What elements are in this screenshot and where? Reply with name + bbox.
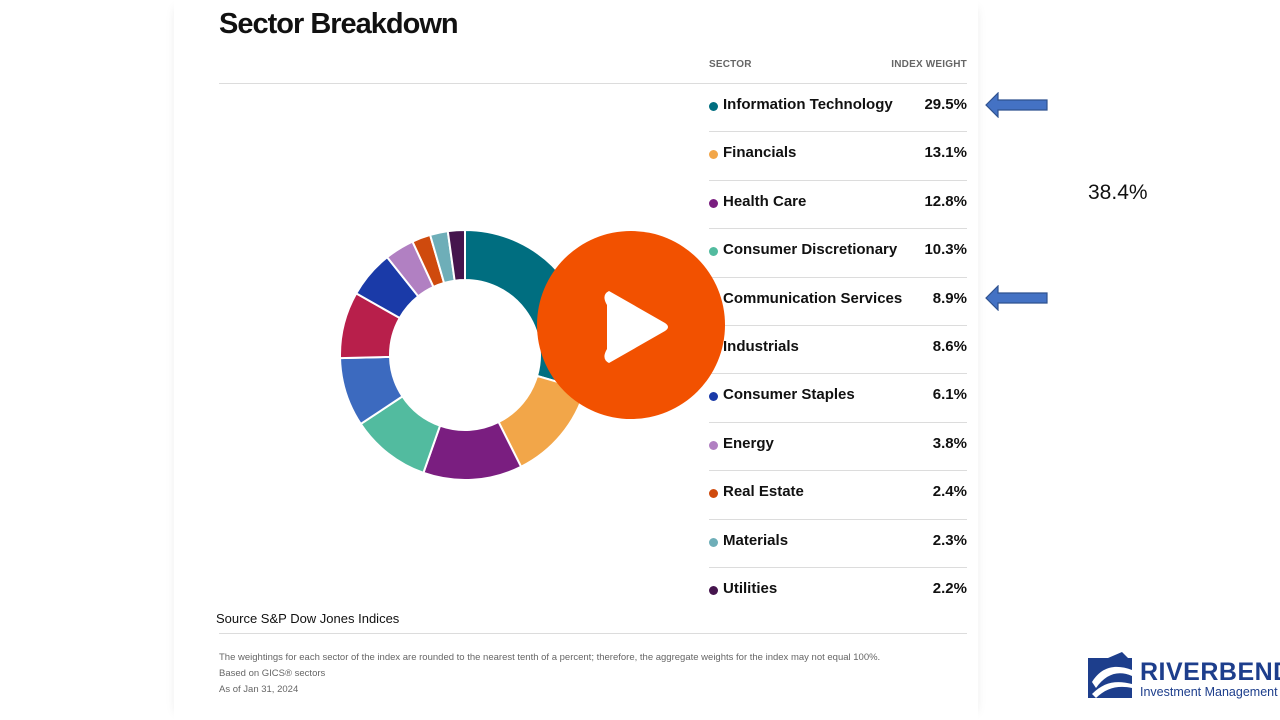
riverbend-logo: RIVERBEND Investment Management xyxy=(1088,650,1280,702)
legend-dot-icon xyxy=(709,247,718,257)
sector-weight: 8.9% xyxy=(932,289,967,307)
arrow-left-icon xyxy=(985,285,1048,311)
sector-weight: 10.3% xyxy=(924,241,967,259)
sector-weight: 8.6% xyxy=(932,337,967,355)
sector-name: Financials xyxy=(723,144,797,162)
combined-weight-annotation: 38.4% xyxy=(1088,181,1148,204)
sector-name: Utilities xyxy=(723,579,778,597)
sector-name: Communication Services xyxy=(723,289,903,307)
sector-name: Consumer Discretionary xyxy=(723,241,898,259)
sector-name: Health Care xyxy=(723,192,807,210)
source-caption: Source S&P Dow Jones Indices xyxy=(216,611,400,626)
riverbend-logo-mark-icon xyxy=(1088,652,1132,698)
footnote-gics: Based on GICS® sectors xyxy=(219,668,326,679)
footnotes: The weightings for each sector of the in… xyxy=(219,650,880,698)
header-divider xyxy=(219,83,967,84)
table-row: Communication Services 8.9% xyxy=(709,278,967,326)
legend-dot-icon xyxy=(709,392,718,402)
legend-dot-icon xyxy=(709,585,718,595)
table-row: Consumer Staples 6.1% xyxy=(709,374,967,423)
footnote-as-of-date: As of Jan 31, 2024 xyxy=(219,684,299,695)
play-icon xyxy=(604,291,668,363)
play-video-button[interactable] xyxy=(537,231,725,419)
legend-dot-icon xyxy=(709,537,718,547)
sector-weight-table: Information Technology 29.5% Financials 13.… xyxy=(709,84,967,616)
page-title: Sector Breakdown xyxy=(219,8,459,40)
sector-weight: 13.1% xyxy=(924,144,967,162)
legend-dot-icon xyxy=(709,489,718,499)
column-header-index-weight: INDEX WEIGHT xyxy=(891,59,967,70)
table-row: Health Care 12.8% xyxy=(709,181,967,230)
logo-name: RIVERBEND xyxy=(1140,658,1280,686)
sector-weight: 2.4% xyxy=(932,483,967,501)
arrow-left-icon xyxy=(985,92,1048,118)
donut-slice xyxy=(446,228,466,282)
table-row: Energy 3.8% xyxy=(709,423,967,472)
table-row: Materials 2.3% xyxy=(709,520,967,568)
sector-name: Materials xyxy=(723,531,789,549)
legend-dot-icon xyxy=(709,102,718,111)
table-row: Information Technology 29.5% xyxy=(709,84,967,133)
sector-weight: 2.2% xyxy=(932,579,967,597)
table-row: Industrials 8.6% xyxy=(709,326,967,375)
sector-name: Energy xyxy=(723,434,774,452)
sector-weight: 29.5% xyxy=(924,96,967,113)
logo-subtitle: Investment Management xyxy=(1140,685,1278,699)
sector-weight: 12.8% xyxy=(924,192,967,210)
sector-name: Information Technology xyxy=(723,96,893,113)
sector-name: Consumer Staples xyxy=(723,386,855,404)
footnote-rounding: The weightings for each sector of the in… xyxy=(219,652,881,663)
table-row: Utilities 2.2% xyxy=(709,568,967,616)
table-row: Real Estate 2.4% xyxy=(709,471,967,520)
column-header-sector: SECTOR xyxy=(709,59,752,70)
legend-dot-icon xyxy=(709,150,718,160)
sector-weight: 2.3% xyxy=(932,531,967,549)
table-row: Financials 13.1% xyxy=(709,132,967,181)
footer-divider xyxy=(219,633,967,634)
sector-name: Industrials xyxy=(723,337,799,355)
legend-dot-icon xyxy=(709,440,718,450)
sector-name: Real Estate xyxy=(723,483,804,501)
sector-weight: 6.1% xyxy=(932,386,967,404)
sector-weight: 3.8% xyxy=(932,434,967,452)
table-row: Consumer Discretionary 10.3% xyxy=(709,229,967,278)
legend-dot-icon xyxy=(709,198,718,208)
